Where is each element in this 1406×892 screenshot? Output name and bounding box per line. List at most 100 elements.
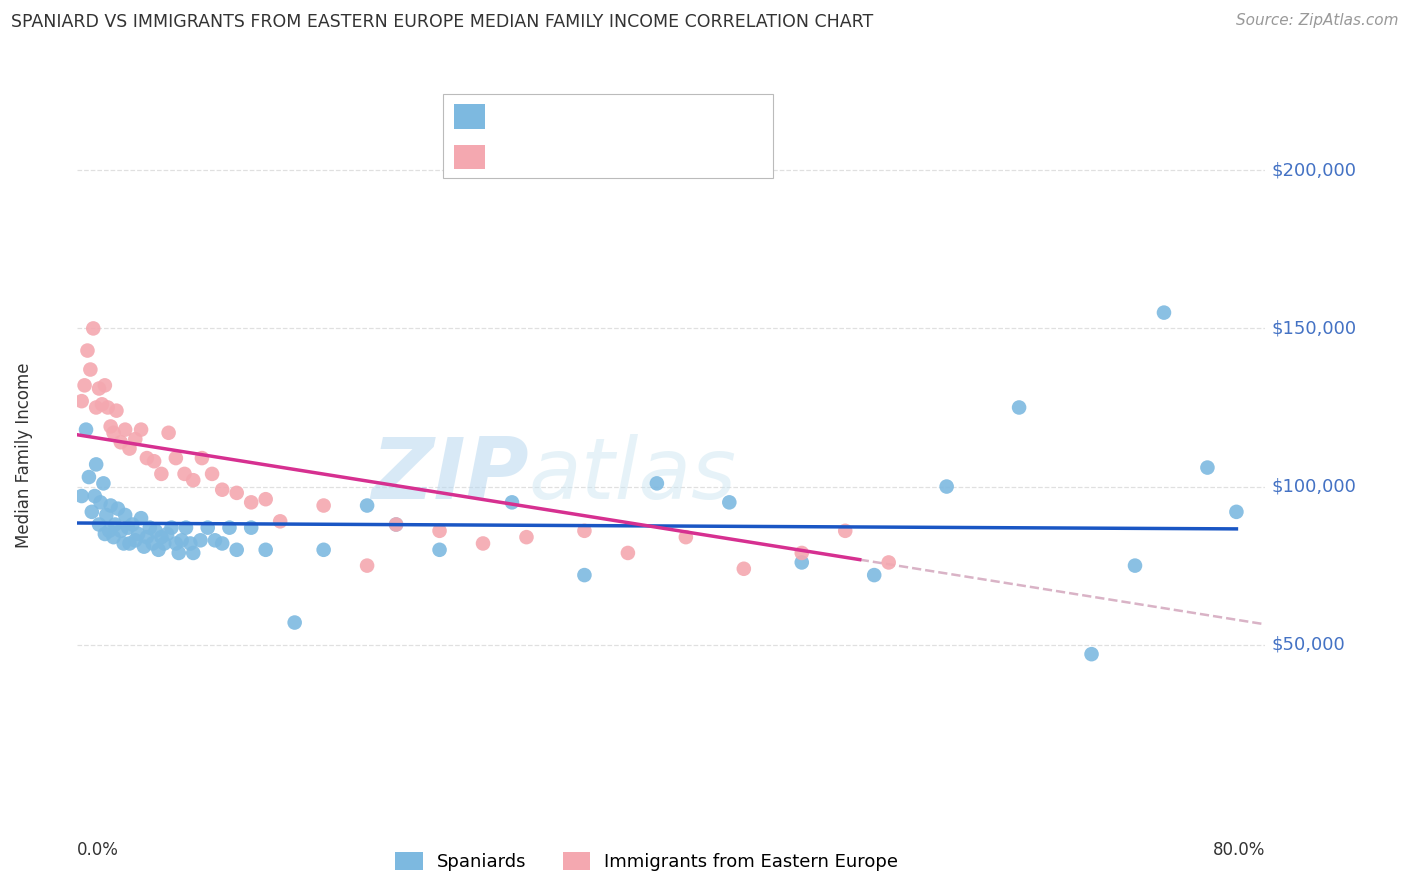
Point: [73, 378, 96, 392]
Point: [104, 517, 127, 532]
Point: [1008, 401, 1031, 415]
Point: [112, 536, 135, 550]
Text: 45: 45: [658, 145, 681, 162]
Point: [877, 556, 900, 570]
Point: [269, 514, 291, 528]
Point: [100, 499, 122, 513]
Point: [135, 451, 157, 466]
Point: [132, 540, 155, 554]
Text: 67: 67: [658, 104, 681, 122]
Point: [117, 521, 139, 535]
Point: [89, 495, 111, 509]
Point: [145, 524, 167, 538]
Point: [94, 527, 117, 541]
Point: [834, 524, 856, 538]
Point: [93, 476, 115, 491]
Point: [240, 521, 263, 535]
Point: [385, 517, 408, 532]
Text: R =: R =: [496, 104, 536, 122]
Text: 80.0%: 80.0%: [1213, 841, 1265, 859]
Point: [312, 499, 335, 513]
Point: [124, 533, 146, 548]
Text: SPANIARD VS IMMIGRANTS FROM EASTERN EUROPE MEDIAN FAMILY INCOME CORRELATION CHAR: SPANIARD VS IMMIGRANTS FROM EASTERN EURO…: [11, 13, 873, 31]
Point: [80, 505, 103, 519]
Point: [472, 536, 495, 550]
Point: [863, 568, 886, 582]
Point: [170, 533, 193, 548]
Point: [1080, 647, 1102, 661]
Point: [100, 419, 122, 434]
Text: $200,000: $200,000: [1271, 161, 1357, 179]
Point: [225, 486, 247, 500]
Point: [181, 473, 204, 487]
Point: [174, 521, 197, 535]
Point: [1153, 305, 1175, 319]
Point: [254, 492, 277, 507]
Point: [135, 530, 157, 544]
Text: $150,000: $150,000: [1271, 319, 1357, 337]
Point: [153, 536, 176, 550]
Point: [83, 489, 105, 503]
Point: [129, 511, 152, 525]
Text: $50,000: $50,000: [1271, 636, 1346, 654]
Text: Source: ZipAtlas.com: Source: ZipAtlas.com: [1236, 13, 1399, 29]
Point: [160, 521, 183, 535]
Point: [105, 403, 128, 417]
Point: [94, 378, 117, 392]
Point: [165, 536, 187, 550]
Point: [148, 542, 170, 557]
Point: [429, 524, 451, 538]
Text: -0.037: -0.037: [534, 104, 592, 122]
Legend: Spaniards, Immigrants from Eastern Europe: Spaniards, Immigrants from Eastern Europ…: [388, 845, 905, 879]
Point: [429, 542, 451, 557]
Point: [733, 562, 755, 576]
Point: [181, 546, 204, 560]
Point: [515, 530, 537, 544]
Point: [121, 517, 143, 532]
Point: [127, 527, 149, 541]
Point: [204, 533, 226, 548]
Point: [70, 394, 93, 409]
Point: [157, 425, 180, 440]
Point: [84, 401, 107, 415]
Text: 0.0%: 0.0%: [77, 841, 120, 859]
Point: [356, 499, 378, 513]
Point: [87, 382, 110, 396]
Point: [118, 442, 141, 456]
Text: R =: R =: [496, 145, 536, 162]
Text: N =: N =: [619, 104, 658, 122]
Text: N =: N =: [619, 145, 658, 162]
Point: [574, 568, 596, 582]
Point: [1123, 558, 1146, 573]
Text: -0.589: -0.589: [534, 145, 592, 162]
Point: [156, 527, 179, 541]
Point: [284, 615, 307, 630]
Point: [574, 524, 596, 538]
Point: [718, 495, 741, 509]
Point: [103, 530, 125, 544]
Text: atlas: atlas: [529, 434, 737, 517]
Point: [110, 524, 132, 538]
Point: [107, 501, 129, 516]
Point: [70, 489, 93, 503]
Point: [79, 362, 101, 376]
Point: [139, 521, 162, 535]
Point: [142, 536, 165, 550]
Text: $100,000: $100,000: [1271, 477, 1357, 496]
Point: [129, 423, 152, 437]
Point: [150, 467, 173, 481]
Point: [201, 467, 224, 481]
Point: [114, 423, 136, 437]
Point: [124, 432, 146, 446]
Point: [935, 479, 957, 493]
Point: [211, 536, 233, 550]
Point: [165, 451, 187, 466]
Point: [173, 467, 195, 481]
Point: [76, 343, 98, 358]
Point: [179, 536, 201, 550]
Point: [225, 542, 247, 557]
Point: [190, 533, 212, 548]
Point: [501, 495, 523, 509]
Point: [356, 558, 378, 573]
Text: ZIP: ZIP: [371, 434, 529, 517]
